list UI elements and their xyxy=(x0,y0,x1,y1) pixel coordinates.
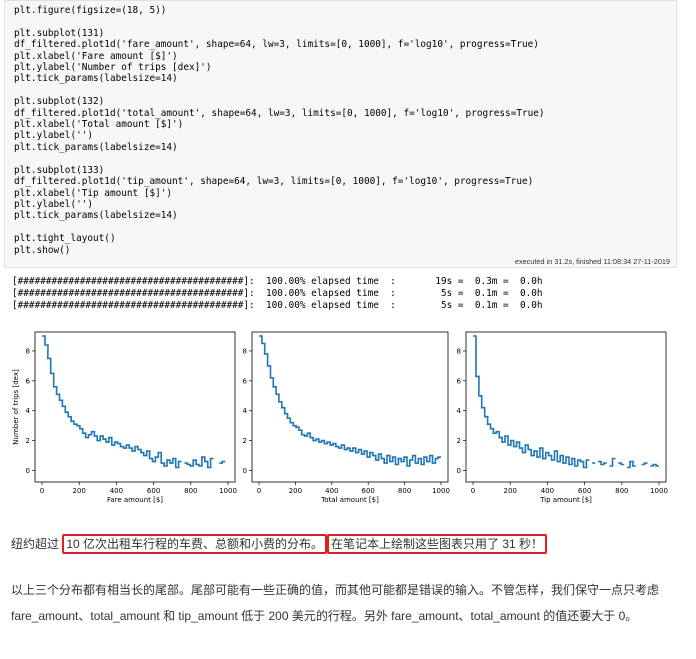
x-tick-label: 0 xyxy=(40,487,44,495)
x-tick-label: 0 xyxy=(257,487,261,495)
code-line: plt.tick_params(labelsize=14) xyxy=(14,73,178,85)
y-tick-label: 8 xyxy=(243,347,247,355)
x-tick-label: 600 xyxy=(147,487,160,495)
code-line: plt.ylabel('') xyxy=(14,198,94,210)
y-tick-label: 6 xyxy=(26,377,31,385)
x-tick-label: 600 xyxy=(362,487,375,495)
code-line: df_filtered.plot1d('tip_amount', shape=6… xyxy=(14,176,534,188)
y-tick-label: 2 xyxy=(26,437,30,445)
code-line: plt.tick_params(labelsize=14) xyxy=(14,141,178,153)
progress-output: [#######################################… xyxy=(12,276,543,312)
code-line: plt.ylabel('Number of trips [dex]') xyxy=(14,62,212,74)
y-tick-label: 0 xyxy=(26,467,30,475)
x-tick-label: 1000 xyxy=(650,487,668,495)
x-tick-label: 400 xyxy=(325,487,338,495)
y-tick-label: 4 xyxy=(457,407,462,415)
x-tick-label: 800 xyxy=(398,487,411,495)
x-tick-label: 800 xyxy=(184,487,197,495)
code-line: df_filtered.plot1d('fare_amount', shape=… xyxy=(14,39,539,51)
x-tick-label: 400 xyxy=(110,487,123,495)
caption-paragraph: 纽约超过 10 亿次出租车行程的车费、总额和小费的分布。 在笔记本上绘制这些图表只… xyxy=(11,531,686,557)
highlight-box-timing: 在笔记本上绘制这些图表只用了 31 秒！ xyxy=(327,534,548,554)
x-tick-label: 200 xyxy=(289,487,302,495)
code-line: plt.xlabel('Total amount [$]') xyxy=(14,119,184,131)
execution-info: executed in 31.2s, finished 11:08:34 27-… xyxy=(514,257,670,266)
x-tick-label: 1000 xyxy=(432,487,450,495)
y-tick-label: 4 xyxy=(243,407,248,415)
y-tick-label: 2 xyxy=(243,437,247,445)
histogram-series-line xyxy=(42,335,226,469)
y-tick-label: 2 xyxy=(457,437,461,445)
code-cell[interactable]: plt.figure(figsize=(18, 5)) plt.subplot(… xyxy=(4,0,677,268)
x-tick-label: 200 xyxy=(73,487,86,495)
code-line: plt.figure(figsize=(18, 5)) xyxy=(14,5,167,16)
code-line: plt.subplot(132) xyxy=(14,96,105,108)
y-tick-label: 0 xyxy=(457,467,461,475)
y-tick-label: 8 xyxy=(457,347,461,355)
code-line: plt.xlabel('Fare amount [$]') xyxy=(14,50,178,62)
histogram-series-line xyxy=(473,335,659,469)
x-tick-label: 1000 xyxy=(219,487,237,495)
code-line: plt.tick_params(labelsize=14) xyxy=(14,210,178,222)
x-tick-label: 800 xyxy=(615,487,628,495)
x-tick-label: 400 xyxy=(541,487,554,495)
y-axis-label: Number of trips [dex] xyxy=(12,369,20,445)
caption-lead: 纽约超过 xyxy=(11,537,63,551)
x-tick-label: 200 xyxy=(504,487,517,495)
body-paragraph: 以上三个分布都有相当长的尾部。尾部可能有一些正确的值，而其他可能都是错误的输入。… xyxy=(11,583,660,623)
code-line: plt.tight_layout() xyxy=(14,233,116,245)
x-tick-label: 600 xyxy=(578,487,591,495)
code-line: plt.show() xyxy=(14,244,71,256)
code-line: plt.ylabel('') xyxy=(14,130,94,142)
progress-line: [#######################################… xyxy=(12,276,543,287)
y-tick-label: 6 xyxy=(243,377,248,385)
code-line: plt.xlabel('Tip amount [$]') xyxy=(14,187,173,199)
code-line: df_filtered.plot1d('total_amount', shape… xyxy=(14,107,545,119)
progress-line: [#######################################… xyxy=(12,300,543,311)
y-tick-label: 8 xyxy=(26,347,30,355)
code-line: plt.subplot(131) xyxy=(14,27,105,39)
y-tick-label: 0 xyxy=(243,467,247,475)
code-line: plt.subplot(133) xyxy=(14,164,105,176)
highlight-box-distribution: 10 亿次出租车行程的车费、总额和小费的分布。 xyxy=(62,534,328,554)
x-tick-label: 0 xyxy=(471,487,475,495)
x-axis-label: Tip amount [$] xyxy=(539,496,592,504)
x-axis-label: Total amount [$] xyxy=(320,496,379,504)
x-axis-label: Fare amount [$] xyxy=(107,496,163,504)
histogram-series-line xyxy=(259,335,441,467)
code-editor[interactable]: plt.figure(figsize=(18, 5)) plt.subplot(… xyxy=(14,5,545,256)
y-tick-label: 6 xyxy=(457,377,462,385)
progress-line: [#######################################… xyxy=(12,288,543,299)
y-tick-label: 4 xyxy=(26,407,31,415)
